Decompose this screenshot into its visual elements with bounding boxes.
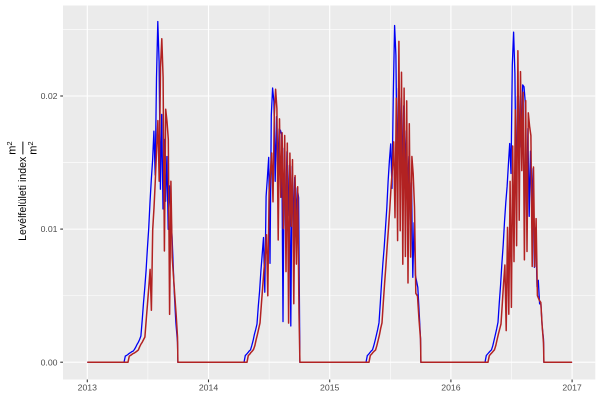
svg-text:0.01: 0.01 (41, 224, 58, 234)
svg-text:2015: 2015 (320, 383, 339, 393)
svg-text:2014: 2014 (199, 383, 218, 393)
svg-text:2013: 2013 (78, 383, 97, 393)
svg-text:0.00: 0.00 (41, 357, 58, 367)
svg-text:0.02: 0.02 (41, 91, 58, 101)
svg-text:2017: 2017 (562, 383, 581, 393)
svg-text:Levélfelületi index: Levélfelületi index (17, 156, 29, 241)
svg-text:2016: 2016 (441, 383, 460, 393)
